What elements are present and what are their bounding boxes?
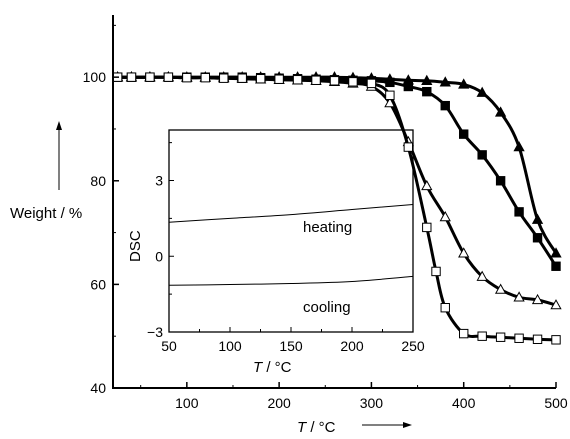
series-open-square (112, 72, 561, 345)
data-point (459, 328, 469, 339)
inset-x-tick-label: 250 (401, 338, 425, 354)
data-point (439, 76, 451, 87)
data-point (403, 81, 414, 92)
main-data-series (111, 71, 562, 345)
inset-x-tick-label: 50 (161, 338, 177, 354)
y-tick-label: 40 (90, 380, 106, 396)
data-point (403, 142, 414, 152)
data-point (421, 74, 433, 85)
data-point (531, 293, 544, 305)
y-tick-label: 100 (83, 69, 107, 85)
data-point (163, 72, 174, 82)
data-point (494, 283, 507, 294)
data-point (495, 332, 506, 342)
data-point (255, 74, 266, 84)
inset-series-cooling (168, 275, 414, 286)
inset-series-heating (168, 204, 414, 223)
data-point (348, 77, 358, 87)
inset-y-tick-label: −3 (147, 324, 163, 340)
x-tick-label: 400 (452, 395, 476, 411)
x-tick-label: 100 (175, 395, 199, 411)
x-axis-arrow (362, 422, 412, 428)
data-point (513, 291, 525, 302)
y-axis-label: Weight / % (10, 205, 82, 222)
inset-plot: 50 100 150 200 250 −3 0 3 heating cooling DSC T… (127, 129, 425, 376)
data-point (439, 211, 451, 222)
data-point (440, 100, 450, 111)
inset-x-tick-label: 150 (279, 338, 303, 354)
data-point (385, 77, 395, 88)
x-tick-label: 500 (544, 395, 568, 411)
data-point (531, 213, 544, 224)
data-point (551, 261, 561, 271)
data-point (551, 335, 561, 345)
data-point (385, 90, 395, 100)
inset-frame (169, 130, 251, 332)
inset-x-tick-label: 200 (340, 338, 364, 354)
data-point (237, 73, 247, 83)
y-tick-label: 60 (90, 276, 106, 292)
data-point (292, 75, 303, 85)
data-point (459, 129, 469, 139)
data-point (274, 74, 284, 84)
data-point (514, 207, 524, 217)
data-point (422, 86, 432, 97)
data-point (532, 233, 543, 243)
data-point (329, 76, 340, 86)
data-point (477, 331, 487, 341)
data-point (431, 266, 441, 277)
data-point (422, 222, 432, 233)
data-point (421, 179, 433, 191)
inset-y-tick-label: 0 (155, 248, 163, 264)
data-point (550, 299, 562, 310)
data-point (458, 247, 470, 258)
x-axis-label: T / °C (297, 419, 336, 436)
inset-annotation-heating: heating (303, 219, 352, 236)
data-point (182, 72, 192, 83)
inset-data-series (168, 204, 414, 286)
inset-y-axis-label: DSC (127, 230, 144, 262)
x-tick-label: 300 (360, 395, 384, 411)
data-point (550, 247, 562, 258)
data-point (532, 334, 543, 345)
data-point (126, 72, 137, 82)
data-point (440, 303, 450, 313)
x-tick-label: 200 (267, 395, 291, 411)
y-axis-arrow (56, 121, 62, 190)
data-point (200, 72, 210, 83)
data-point (476, 270, 488, 281)
data-point (311, 75, 321, 85)
inset-x-tick-label: 100 (218, 338, 242, 354)
inset-annotation-cooling: cooling (303, 299, 351, 316)
inset-ticks: 50 100 150 200 250 −3 0 3 (147, 142, 425, 354)
data-point (366, 78, 377, 89)
inset-x-axis-label: T / °C (253, 359, 292, 376)
y-tick-label: 80 (90, 173, 106, 189)
data-point (145, 72, 155, 82)
data-point (514, 333, 524, 343)
data-point (476, 86, 488, 97)
data-point (513, 141, 525, 152)
data-point (494, 106, 507, 117)
data-point (458, 78, 470, 89)
inset-y-tick-label: 3 (155, 173, 163, 189)
data-point (477, 150, 487, 160)
data-point (219, 73, 229, 83)
data-point (495, 176, 506, 186)
